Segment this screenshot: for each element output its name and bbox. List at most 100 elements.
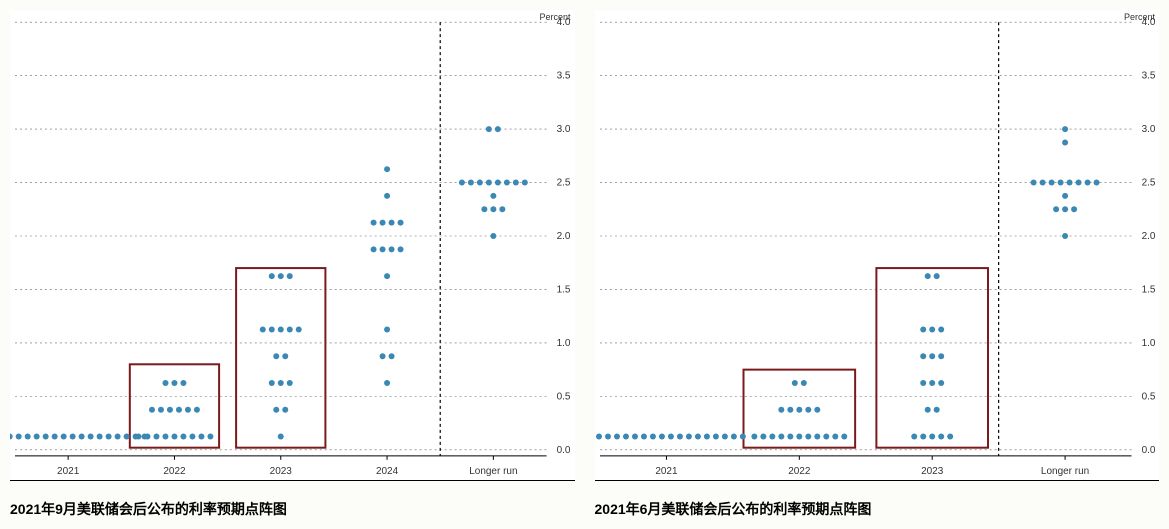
- dot: [796, 407, 802, 413]
- dot: [721, 433, 727, 439]
- dot: [730, 433, 736, 439]
- caption-sep2021: 2021年9月美联储会后公布的利率预期点阵图: [10, 499, 575, 519]
- dot: [149, 407, 155, 413]
- dot: [176, 407, 182, 413]
- dot: [61, 433, 67, 439]
- dot: [198, 433, 204, 439]
- dot: [1062, 126, 1068, 132]
- dot: [278, 273, 284, 279]
- dot: [16, 433, 22, 439]
- dot: [694, 433, 700, 439]
- dot: [384, 166, 390, 172]
- dot: [207, 433, 213, 439]
- ytick-label: 1.5: [557, 284, 571, 295]
- dot: [486, 126, 492, 132]
- dot: [1062, 193, 1068, 199]
- dot: [180, 433, 186, 439]
- chart-sep2021: Percent 0.00.51.01.52.02.53.03.54.020212…: [10, 10, 575, 481]
- dot: [486, 180, 492, 186]
- xtick-label: 2021: [655, 466, 678, 477]
- dot: [1071, 206, 1077, 212]
- xtick-label: 2023: [270, 466, 293, 477]
- dot: [389, 220, 395, 226]
- dot: [278, 380, 284, 386]
- dot: [703, 433, 709, 439]
- y-axis-label: Percent: [539, 12, 570, 22]
- dot: [398, 246, 404, 252]
- dot: [25, 433, 31, 439]
- dot: [171, 380, 177, 386]
- dot: [459, 180, 465, 186]
- ytick-label: 0.5: [1141, 391, 1155, 402]
- dot: [920, 433, 926, 439]
- caption-jun2021: 2021年6月美联储会后公布的利率预期点阵图: [595, 499, 1160, 519]
- dot: [1030, 180, 1036, 186]
- dot: [384, 380, 390, 386]
- svg-plot-jun2021: 0.00.51.01.52.02.53.03.54.0202120222023L…: [595, 10, 1160, 480]
- dot: [595, 433, 601, 439]
- dot: [920, 327, 926, 333]
- dot: [751, 433, 757, 439]
- dot: [685, 433, 691, 439]
- dot: [938, 353, 944, 359]
- dot: [604, 433, 610, 439]
- xtick-label: 2021: [57, 466, 80, 477]
- dot: [189, 433, 195, 439]
- dot: [278, 433, 284, 439]
- dot: [380, 353, 386, 359]
- dot: [676, 433, 682, 439]
- dot: [106, 433, 112, 439]
- dot: [933, 273, 939, 279]
- ytick-label: 2.0: [1141, 231, 1155, 242]
- dot: [929, 327, 935, 333]
- dot: [823, 433, 829, 439]
- dot: [712, 433, 718, 439]
- dot: [481, 206, 487, 212]
- dot: [658, 433, 664, 439]
- dot: [933, 407, 939, 413]
- dot: [269, 327, 275, 333]
- dot: [787, 433, 793, 439]
- dot: [805, 433, 811, 439]
- dot: [384, 273, 390, 279]
- xtick-label: 2024: [376, 466, 399, 477]
- dot: [380, 220, 386, 226]
- dot: [79, 433, 85, 439]
- dot: [185, 407, 191, 413]
- dot: [384, 327, 390, 333]
- dot: [504, 180, 510, 186]
- dot: [1053, 206, 1059, 212]
- dot: [495, 180, 501, 186]
- ytick-label: 3.5: [557, 71, 571, 82]
- dot: [167, 407, 173, 413]
- dot: [194, 407, 200, 413]
- ytick-label: 2.5: [557, 178, 571, 189]
- dot-plot-pair: Percent 0.00.51.01.52.02.53.03.54.020212…: [10, 10, 1159, 519]
- dot: [287, 327, 293, 333]
- dot: [769, 433, 775, 439]
- dot: [832, 433, 838, 439]
- dot: [791, 380, 797, 386]
- dot: [398, 220, 404, 226]
- dot: [282, 407, 288, 413]
- dot: [1062, 233, 1068, 239]
- dot: [273, 407, 279, 413]
- xtick-label: 2022: [788, 466, 811, 477]
- dot: [269, 273, 275, 279]
- dot: [938, 327, 944, 333]
- panel-sep2021: Percent 0.00.51.01.52.02.53.03.54.020212…: [10, 10, 575, 519]
- ytick-label: 2.0: [557, 231, 571, 242]
- dot: [1066, 180, 1072, 186]
- dot: [640, 433, 646, 439]
- dot: [841, 433, 847, 439]
- dot: [477, 180, 483, 186]
- dot: [88, 433, 94, 439]
- xtick-label: 2023: [921, 466, 944, 477]
- dot: [43, 433, 49, 439]
- dot: [739, 433, 745, 439]
- dot: [162, 433, 168, 439]
- dot: [371, 220, 377, 226]
- dot: [513, 180, 519, 186]
- dot: [389, 246, 395, 252]
- y-axis-label: Percent: [1124, 12, 1155, 22]
